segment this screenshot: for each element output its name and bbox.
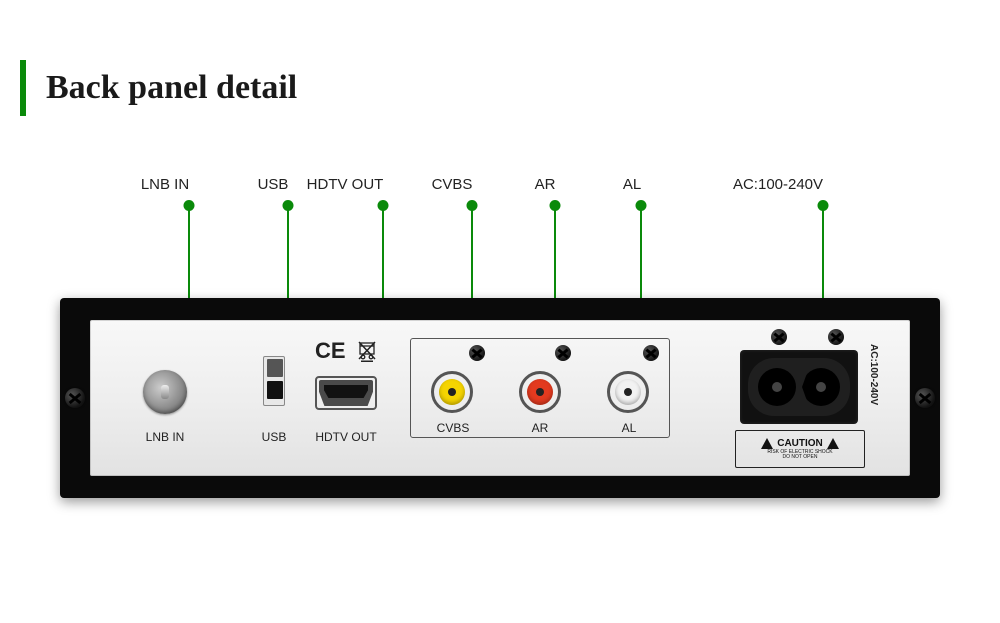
screw-icon (65, 388, 85, 408)
screw-icon (828, 329, 844, 345)
al-port (607, 371, 649, 413)
title-accent-bar (20, 60, 26, 116)
callout-label: AC:100-240V (733, 176, 823, 193)
callout-hdmi: HDTV OUT (345, 176, 422, 193)
callout-lnb: LNB IN (165, 176, 213, 193)
callout-usb: USB (273, 176, 304, 193)
compliance-marks: CE (315, 338, 376, 364)
screw-icon (915, 388, 935, 408)
screw-icon (469, 345, 485, 361)
hdmi-label: HDTV OUT (315, 430, 376, 444)
callout-label: HDTV OUT (307, 176, 384, 193)
screw-icon (643, 345, 659, 361)
cvbs-label: CVBS (437, 421, 470, 435)
rca-group: CVBS AR AL (410, 338, 670, 438)
callout-label: CVBS (432, 176, 473, 193)
lnb-label: LNB IN (146, 430, 185, 444)
page-title: Back panel detail (46, 69, 297, 107)
hdtv-out-port (319, 380, 373, 406)
callout-label: AR (535, 176, 556, 193)
device-back-panel: LNB IN USB CE HDTV OUT (60, 298, 940, 498)
cvbs-port (431, 371, 473, 413)
ce-mark: CE (315, 338, 346, 364)
al-label: AL (622, 421, 637, 435)
screw-icon (771, 329, 787, 345)
warning-triangle-icon (761, 438, 773, 449)
callout-ac: AC:100-240V (778, 176, 868, 193)
callout-cvbs: CVBS (452, 176, 493, 193)
panel-face: LNB IN USB CE HDTV OUT (90, 320, 910, 476)
callout-label: AL (623, 176, 641, 193)
usb-label: USB (262, 430, 287, 444)
caution-label: CAUTION RISK OF ELECTRIC SHOCK DO NOT OP… (735, 430, 865, 468)
callout-al: AL (632, 176, 650, 193)
warning-triangle-icon (827, 438, 839, 449)
page-title-block: Back panel detail (20, 60, 297, 116)
weee-icon (358, 340, 376, 362)
ac-power-inlet (740, 350, 858, 424)
ar-label: AR (532, 421, 549, 435)
callout-label: LNB IN (141, 176, 189, 193)
lnb-in-port (143, 370, 187, 414)
callout-label: USB (258, 176, 289, 193)
screw-icon (555, 345, 571, 361)
ar-port (519, 371, 561, 413)
ac-voltage-text: AC:100-240V (868, 344, 879, 405)
callout-ar: AR (545, 176, 566, 193)
caution-title: CAUTION (777, 438, 823, 449)
usb-port (263, 356, 285, 406)
caution-line2: DO NOT OPEN (767, 455, 832, 461)
